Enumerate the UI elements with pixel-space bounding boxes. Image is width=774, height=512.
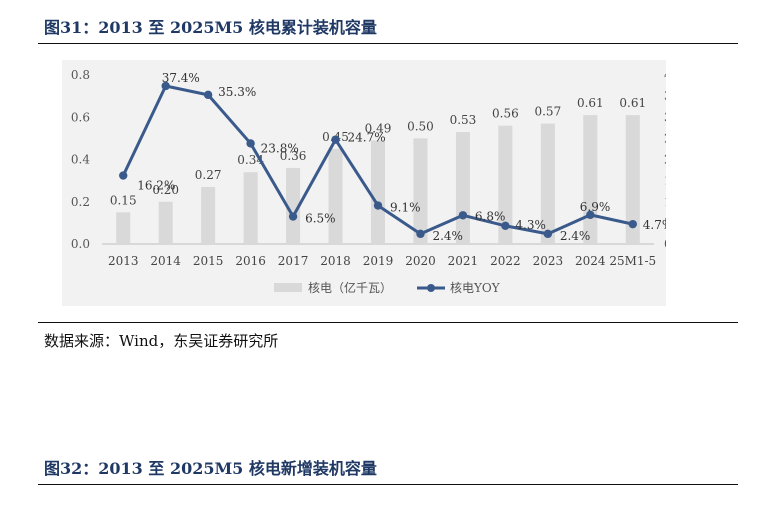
figure-31-title: 图31：2013 至 2025M5 核电累计装机容量 bbox=[44, 18, 377, 37]
x-tick-label: 2015 bbox=[193, 254, 224, 268]
y-right-tick-label: 35% bbox=[664, 89, 666, 103]
bar-value-label: 0.15 bbox=[110, 193, 137, 207]
source-note: 数据来源：Wind，东吴证券研究所 bbox=[44, 332, 279, 350]
yoy-value-label: 24.7% bbox=[348, 131, 386, 145]
combo-chart: 0.00.20.40.60.80%5%10%15%20%25%30%35%40%… bbox=[62, 60, 691, 306]
yoy-point bbox=[628, 219, 637, 229]
yoy-point bbox=[543, 229, 553, 239]
bar-value-label: 0.56 bbox=[492, 107, 519, 121]
bar bbox=[455, 132, 470, 244]
bar bbox=[201, 186, 216, 244]
bar-value-label: 0.36 bbox=[280, 149, 307, 163]
yoy-value-label: 37.4% bbox=[162, 71, 200, 85]
x-tick-label: 2014 bbox=[150, 254, 181, 268]
yoy-value-label: 2.4% bbox=[560, 229, 591, 243]
yoy-point bbox=[119, 171, 128, 180]
yoy-point bbox=[331, 135, 340, 144]
bar-value-label: 0.57 bbox=[534, 105, 561, 119]
legend-line-label: 核电YOY bbox=[450, 281, 501, 295]
x-tick-label: 2020 bbox=[405, 254, 436, 268]
x-tick-label: 2017 bbox=[278, 254, 309, 268]
title-rule-top bbox=[38, 43, 738, 44]
y-right-tick-label: 10% bbox=[664, 195, 666, 209]
bar-value-label: 0.61 bbox=[619, 96, 646, 110]
x-tick-label: 2024 bbox=[575, 254, 606, 268]
y-right-tick-label: 15% bbox=[664, 174, 666, 188]
yoy-point bbox=[373, 201, 383, 210]
yoy-point bbox=[203, 90, 213, 100]
yoy-value-label: 4.7% bbox=[643, 218, 666, 232]
bar bbox=[371, 140, 385, 244]
y-right-tick-label: 20% bbox=[664, 153, 666, 167]
y-left-tick-label: 0.8 bbox=[71, 68, 90, 82]
yoy-point bbox=[501, 221, 510, 231]
bar-value-label: 0.27 bbox=[195, 168, 222, 182]
bar bbox=[583, 115, 598, 244]
bar-value-label: 0.61 bbox=[577, 96, 604, 110]
bar bbox=[286, 167, 301, 244]
title-rule-bottom bbox=[38, 484, 738, 485]
y-left-tick-label: 0.6 bbox=[71, 110, 90, 124]
y-left-tick-label: 0.4 bbox=[71, 153, 90, 167]
legend-bar-label: 核电（亿千瓦） bbox=[308, 280, 392, 295]
bar bbox=[328, 148, 343, 244]
x-tick-label: 2019 bbox=[363, 254, 394, 268]
bar bbox=[625, 115, 640, 244]
x-tick-label: 2013 bbox=[108, 254, 139, 268]
bar-value-label: 0.50 bbox=[407, 119, 434, 133]
chart-area: 0.00.20.40.60.80%5%10%15%20%25%30%35%40%… bbox=[62, 60, 691, 306]
x-tick-label: 2021 bbox=[448, 254, 479, 268]
source-rule bbox=[38, 322, 738, 323]
bar-value-label: 0.20 bbox=[152, 183, 179, 197]
y-right-tick-label: 25% bbox=[664, 131, 666, 145]
yoy-value-label: 2.4% bbox=[432, 229, 463, 243]
y-left-tick-label: 0.0 bbox=[71, 237, 90, 251]
bar bbox=[116, 212, 131, 244]
bar bbox=[413, 138, 428, 244]
y-right-tick-label: 40% bbox=[664, 68, 666, 82]
yoy-value-label: 6.5% bbox=[305, 212, 336, 226]
bar bbox=[243, 172, 258, 244]
bar bbox=[540, 123, 555, 244]
yoy-value-label: 35.3% bbox=[218, 85, 256, 99]
yoy-value-label: 16.2% bbox=[137, 179, 175, 193]
y-left-tick-label: 0.2 bbox=[71, 195, 90, 209]
yoy-value-label: 4.3% bbox=[515, 218, 546, 232]
legend-line-marker bbox=[427, 284, 435, 292]
bar bbox=[158, 201, 173, 244]
bar bbox=[498, 125, 513, 244]
x-tick-label: 2018 bbox=[320, 254, 351, 268]
yoy-value-label: 23.8% bbox=[261, 141, 299, 155]
bar-value-label: 0.53 bbox=[450, 113, 477, 127]
yoy-point bbox=[416, 229, 425, 239]
yoy-point bbox=[458, 211, 468, 220]
bar-value-label: 0.49 bbox=[365, 121, 392, 135]
legend-bar-swatch bbox=[274, 283, 302, 292]
yoy-point bbox=[586, 210, 595, 220]
y-right-tick-label: 0% bbox=[664, 237, 666, 251]
x-tick-label: 2023 bbox=[533, 254, 564, 268]
x-tick-label: 2016 bbox=[235, 254, 266, 268]
figure-32-title: 图32：2013 至 2025M5 核电新增装机容量 bbox=[44, 459, 377, 478]
y-right-tick-label: 30% bbox=[664, 110, 666, 124]
yoy-point bbox=[161, 81, 170, 91]
yoy-value-label: 6.8% bbox=[475, 209, 506, 223]
yoy-value-label: 9.1% bbox=[390, 201, 421, 215]
yoy-value-label: 6.9% bbox=[580, 200, 611, 214]
yoy-point bbox=[246, 139, 255, 148]
yoy-point bbox=[288, 212, 298, 221]
x-tick-label: 2022 bbox=[490, 254, 521, 268]
x-tick-label: 25M1-5 bbox=[609, 254, 656, 268]
